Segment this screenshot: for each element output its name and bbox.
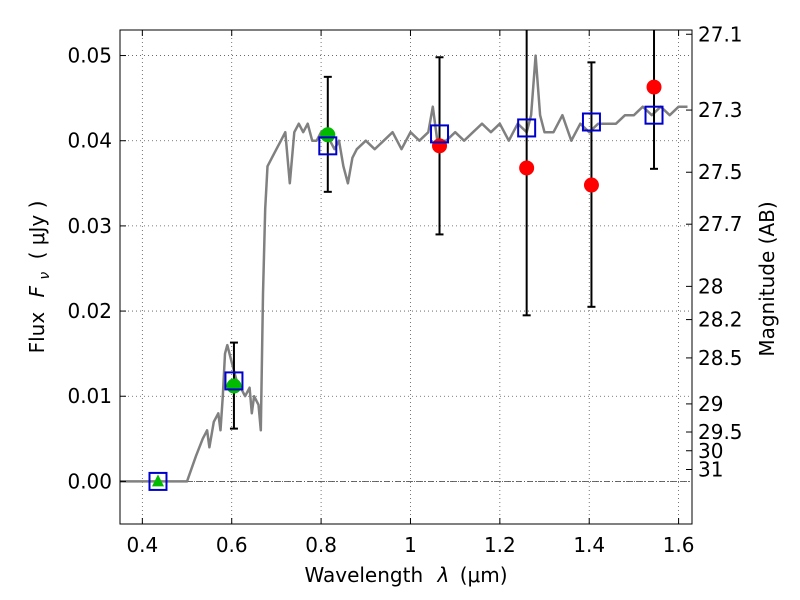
mag-tick-label: 28.2 [698, 308, 743, 332]
model-spectrum-line [120, 54, 688, 483]
x-axis-title: Wavelength λ (μm) [304, 563, 507, 587]
model-flux-square [430, 124, 450, 144]
model-flux-square [148, 471, 168, 491]
observed-flux-point [320, 127, 336, 143]
x-tick-label: 1 [404, 533, 417, 557]
error-bars [229, 30, 659, 430]
grid-lines [120, 30, 692, 524]
x-tick-label: 1.2 [484, 533, 516, 557]
mag-tick-label: 27.3 [698, 98, 743, 122]
magnitude-axis-title: Magnitude (AB) [755, 201, 779, 356]
y-axis-ticks: 0.00 0.01 0.02 0.03 0.04 0.05 [67, 44, 126, 493]
x-tick-label: 1.4 [573, 533, 605, 557]
mag-tick-label: 29 [698, 392, 723, 416]
observed-flux-triangle [151, 474, 164, 487]
y-tick-label: 0.03 [67, 214, 112, 238]
x-tick-label: 0.6 [216, 533, 248, 557]
mag-tick-label: 27.1 [698, 22, 743, 46]
mag-tick-label: 31 [698, 457, 723, 481]
mag-tick-label: 27.5 [698, 160, 743, 184]
mag-tick-label: 29.5 [698, 420, 743, 444]
y-tick-label: 0.01 [67, 384, 112, 408]
model-flux-square [517, 118, 537, 138]
mag-tick-label: 28 [698, 274, 723, 298]
y-tick-label: 0.05 [67, 44, 112, 68]
observed-flux-point [646, 79, 662, 95]
model-flux-square [644, 105, 664, 125]
observed-flux-point [432, 138, 448, 154]
model-flux-square [318, 136, 338, 156]
observed-flux-markers [151, 79, 662, 487]
x-tick-label: 1.6 [663, 533, 695, 557]
model-flux-square [581, 112, 601, 132]
x-axis-ticks: 0.4 0.6 0.8 1 1.2 1.4 1.6 [126, 30, 695, 557]
y-axis-title: Flux F ν ( μJy ) [25, 201, 54, 354]
y-tick-label: 0.02 [67, 299, 112, 323]
y-tick-label: 0.00 [67, 469, 112, 493]
model-flux-square [224, 371, 244, 391]
mag-tick-label: 27.7 [698, 212, 743, 236]
y-tick-label: 0.04 [67, 129, 112, 153]
plot-frame [119, 29, 693, 525]
model-flux-markers [148, 105, 664, 491]
mag-tick-label: 30 [698, 439, 723, 463]
observed-flux-point [583, 177, 599, 193]
observed-flux-point [226, 378, 242, 394]
x-tick-label: 0.8 [305, 533, 337, 557]
observed-flux-point [519, 160, 535, 176]
mag-tick-label: 28.5 [698, 346, 743, 370]
x-tick-label: 0.4 [126, 533, 158, 557]
